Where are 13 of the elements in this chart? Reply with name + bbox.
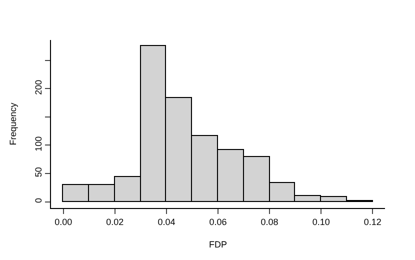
y-axis-title: Frequency (8, 102, 18, 146)
y-tick-label: 50 (33, 167, 44, 178)
x-tick-label: 0.06 (209, 216, 227, 227)
y-tick-label: 100 (33, 136, 44, 152)
x-tick-label: 0.10 (312, 216, 330, 227)
x-axis-title: FDP (209, 240, 227, 250)
x-tick-label: 0.04 (158, 216, 176, 227)
x-tick-label: 0.12 (364, 216, 382, 227)
x-tick-label: 0.08 (260, 216, 278, 227)
x-tick-label: 0.00 (54, 216, 72, 227)
y-tick-label: 200 (33, 80, 44, 95)
y-tick-label: 0 (33, 198, 44, 203)
x-tick-label: 0.02 (106, 216, 124, 227)
